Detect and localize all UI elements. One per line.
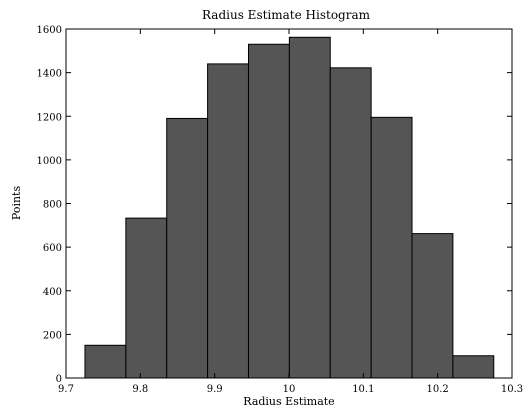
histogram-bar (452, 355, 495, 379)
y-tick-label: 1400 (37, 69, 62, 80)
y-tick-label: 1600 (37, 25, 62, 36)
histogram-bar (329, 67, 372, 379)
y-tick-label: 1000 (37, 156, 62, 167)
y-axis: 0 200 400 600 800 1000 1200 1400 1600 (37, 25, 512, 385)
y-tick-label: 400 (43, 287, 62, 298)
chart-title: Radius Estimate Histogram (202, 8, 371, 22)
x-tick-label: 10 (283, 384, 296, 395)
x-tick-label: 10.1 (352, 384, 374, 395)
y-tick-label: 800 (43, 200, 62, 211)
y-tick-label: 600 (43, 243, 62, 254)
histogram-bar (125, 217, 168, 379)
x-tick-label: 9.8 (132, 384, 148, 395)
x-tick-label: 10.2 (427, 384, 449, 395)
histogram-bar (166, 117, 209, 379)
x-tick-label: 9.9 (207, 384, 223, 395)
histogram-bar (288, 36, 331, 379)
y-tick-label: 0 (56, 374, 62, 385)
histogram-bar (411, 233, 454, 379)
histogram-bar (247, 43, 290, 379)
x-tick-label: 10.3 (501, 384, 523, 395)
histogram-bar (207, 63, 249, 379)
y-tick-label: 1200 (37, 112, 62, 123)
x-axis: 9.7 9.8 9.9 10 10.1 10.2 10.3 (58, 29, 523, 395)
y-axis-label: Points (10, 186, 23, 221)
histogram-bar (370, 116, 413, 379)
x-axis-label: Radius Estimate (243, 395, 334, 408)
histogram-bar (84, 344, 127, 379)
bars-group (84, 36, 495, 379)
y-tick-label: 200 (43, 330, 62, 341)
x-tick-label: 9.7 (58, 384, 74, 395)
